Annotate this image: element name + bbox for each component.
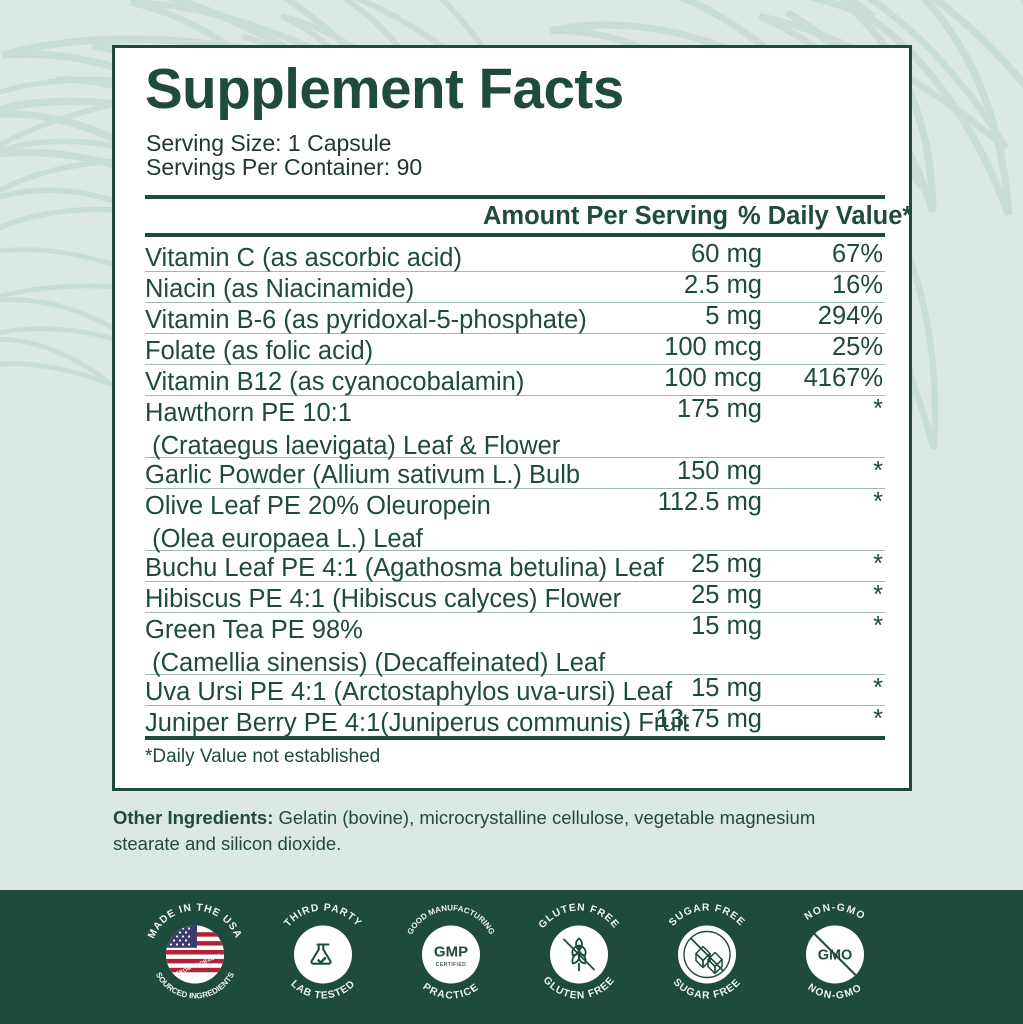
svg-text:NON-GMO: NON-GMO — [803, 902, 868, 922]
svg-text:GMP: GMP — [434, 944, 468, 961]
svg-text:SUGAR FREE: SUGAR FREE — [667, 902, 747, 928]
svg-text:THIRD PARTY: THIRD PARTY — [282, 902, 363, 929]
svg-text:CERTIFIED: CERTIFIED — [436, 962, 466, 968]
svg-text:PRACTICE: PRACTICE — [420, 982, 481, 1002]
svg-text:NON-GMO: NON-GMO — [805, 982, 864, 1002]
